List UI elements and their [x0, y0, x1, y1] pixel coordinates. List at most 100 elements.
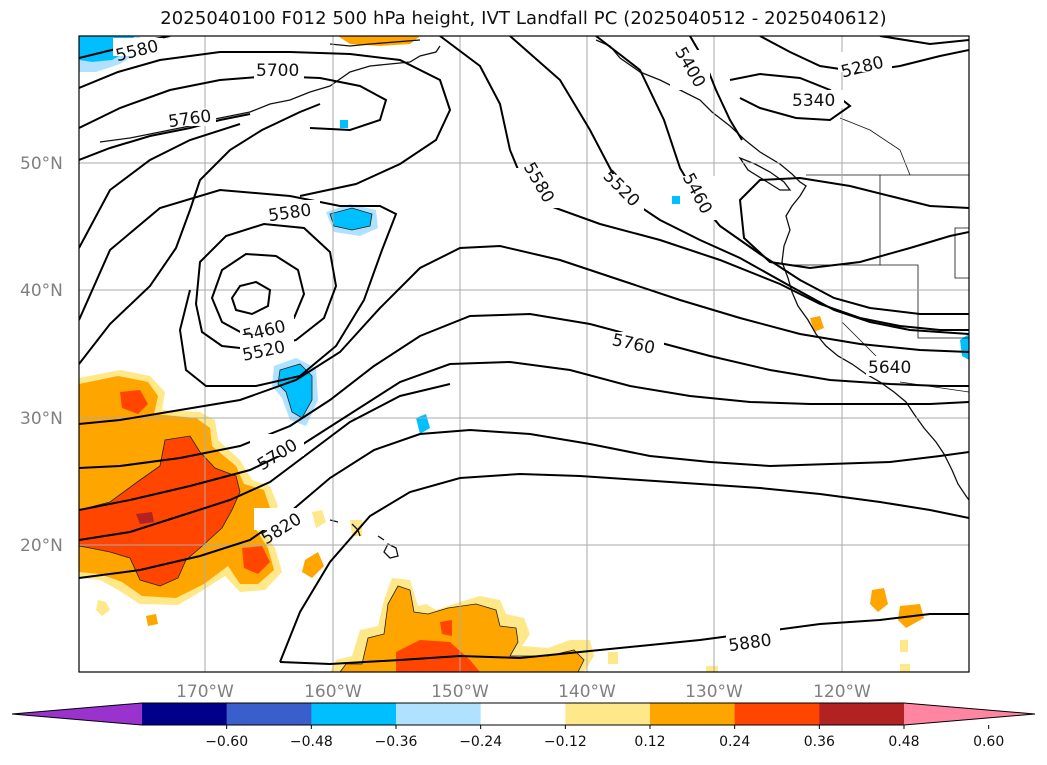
ivt-positive-region [706, 666, 718, 672]
colorbar-tick-label: −0.48 [290, 734, 333, 750]
ivt-negative-region [960, 334, 969, 360]
alaska-panhandle-coast [595, 39, 969, 501]
colorbar-segment [734, 703, 820, 725]
height-contour [79, 51, 452, 197]
colorbar-segment [565, 703, 651, 725]
ivt-negative-region [278, 364, 312, 418]
height-contour [79, 74, 388, 132]
map-frame [78, 35, 970, 673]
height-contour [79, 113, 251, 161]
ivt-negative-region [330, 208, 372, 230]
colorbar-segment [480, 703, 566, 725]
height-contour [879, 36, 969, 46]
alaska-coastline [99, 45, 441, 143]
colorbar-tick-label: 0.60 [973, 734, 1004, 750]
colorbar-tick-label: −0.12 [544, 734, 587, 750]
height-contour [79, 360, 969, 511]
ivt-positive-region [870, 588, 888, 612]
colorbar-tick-label: 0.24 [719, 734, 750, 750]
height-contours [79, 36, 969, 666]
contour-label: 5700 [256, 61, 299, 81]
height-contour [79, 123, 241, 249]
ivt-shading [79, 36, 969, 672]
lat-label: 20°N [20, 536, 63, 556]
vancouver-island [738, 156, 792, 191]
ivt-positive-region [146, 614, 158, 626]
height-contour [279, 472, 969, 663]
contour-label: 5340 [792, 91, 835, 111]
colorbar-segment [226, 703, 312, 725]
height-contour [194, 222, 338, 352]
contour-label: 5640 [868, 358, 911, 378]
ivt-contour-outline [79, 435, 241, 587]
height-contour [79, 188, 398, 387]
height-contour [279, 613, 969, 666]
height-contour [79, 428, 969, 579]
mexico-border [899, 381, 969, 393]
colorbar-outline [11, 702, 1036, 726]
colorbar-tick-label: −0.60 [205, 734, 248, 750]
lat-label: 50°N [20, 154, 63, 174]
height-contour [738, 176, 969, 270]
colorbar-tick-label: −0.36 [375, 734, 418, 750]
lon-label: 160°W [304, 682, 362, 702]
longitude-labels: 170°W 160°W 150°W 140°W 130°W 120°W [176, 682, 871, 702]
ivt-positive-region [120, 390, 148, 414]
ivt-positive-region [136, 512, 154, 524]
map-title: 2025040100 F012 500 hPa height, IVT Land… [160, 8, 887, 29]
state-border [880, 264, 969, 339]
lat-label: 40°N [20, 281, 63, 301]
colorbar-segment [142, 703, 228, 725]
height-contour [79, 312, 969, 469]
lon-label: 170°W [176, 682, 234, 702]
height-contour [509, 36, 969, 335]
colorbar-segment [650, 703, 736, 725]
ivt-positive-region [302, 552, 324, 578]
lon-label: 140°W [558, 682, 616, 702]
ivt-positive-region [79, 436, 240, 586]
ivt-positive-region [242, 546, 270, 574]
ivt-contour-outline [329, 207, 373, 231]
ivt-positive-region [96, 600, 110, 616]
lon-label: 120°W [813, 682, 871, 702]
ivt-positive-region [338, 36, 420, 46]
ivt-negative-region [416, 414, 430, 434]
height-contour [79, 103, 321, 365]
colorbar-segment [396, 703, 482, 725]
ivt-negative-region [340, 120, 348, 128]
ivt-positive-region [396, 640, 480, 672]
lon-label: 130°W [685, 682, 743, 702]
colorbar-extend-low [12, 703, 142, 725]
colorbar-tick-label: −0.24 [459, 734, 502, 750]
height-contour [230, 280, 272, 316]
state-border [954, 227, 969, 279]
colorbar-tick-label: 0.12 [634, 734, 665, 750]
colorbar-tick-label: 0.48 [888, 734, 919, 750]
height-contour [439, 36, 969, 331]
lat-label: 30°N [20, 409, 63, 429]
colorbar-segment [311, 703, 397, 725]
height-contour [79, 244, 969, 425]
height-contour [595, 36, 969, 315]
colorbar: −0.60 −0.48 −0.36 −0.24 −0.12 0.12 0.24 0.36 0.4… [11, 702, 1036, 750]
ivt-positive-region [608, 652, 618, 664]
alaska-coastline [329, 39, 421, 47]
height-contour [210, 252, 306, 336]
latitude-labels: 50°N 40°N 30°N 20°N [20, 154, 63, 556]
ivt-positive-region [900, 640, 908, 652]
lon-label: 150°W [431, 682, 489, 702]
coastlines [99, 39, 969, 559]
height-contour [729, 72, 852, 122]
ivt-positive-region [312, 510, 326, 528]
map-panel: 5580 5700 5760 5580 5460 5520 5700 5820 … [79, 36, 969, 672]
ivt-positive-region [440, 620, 452, 636]
ivt-negative-region [672, 196, 680, 204]
height-contour [79, 383, 451, 541]
colorbar-segment [819, 703, 905, 725]
contour-labels: 5580 5700 5760 5580 5460 5520 5700 5820 … [113, 36, 920, 656]
ivt-positive-region [900, 664, 910, 672]
colorbar-extend-high [904, 703, 1035, 725]
ivt-positive-region [810, 316, 824, 332]
colorbar-tick-label: 0.36 [804, 734, 835, 750]
